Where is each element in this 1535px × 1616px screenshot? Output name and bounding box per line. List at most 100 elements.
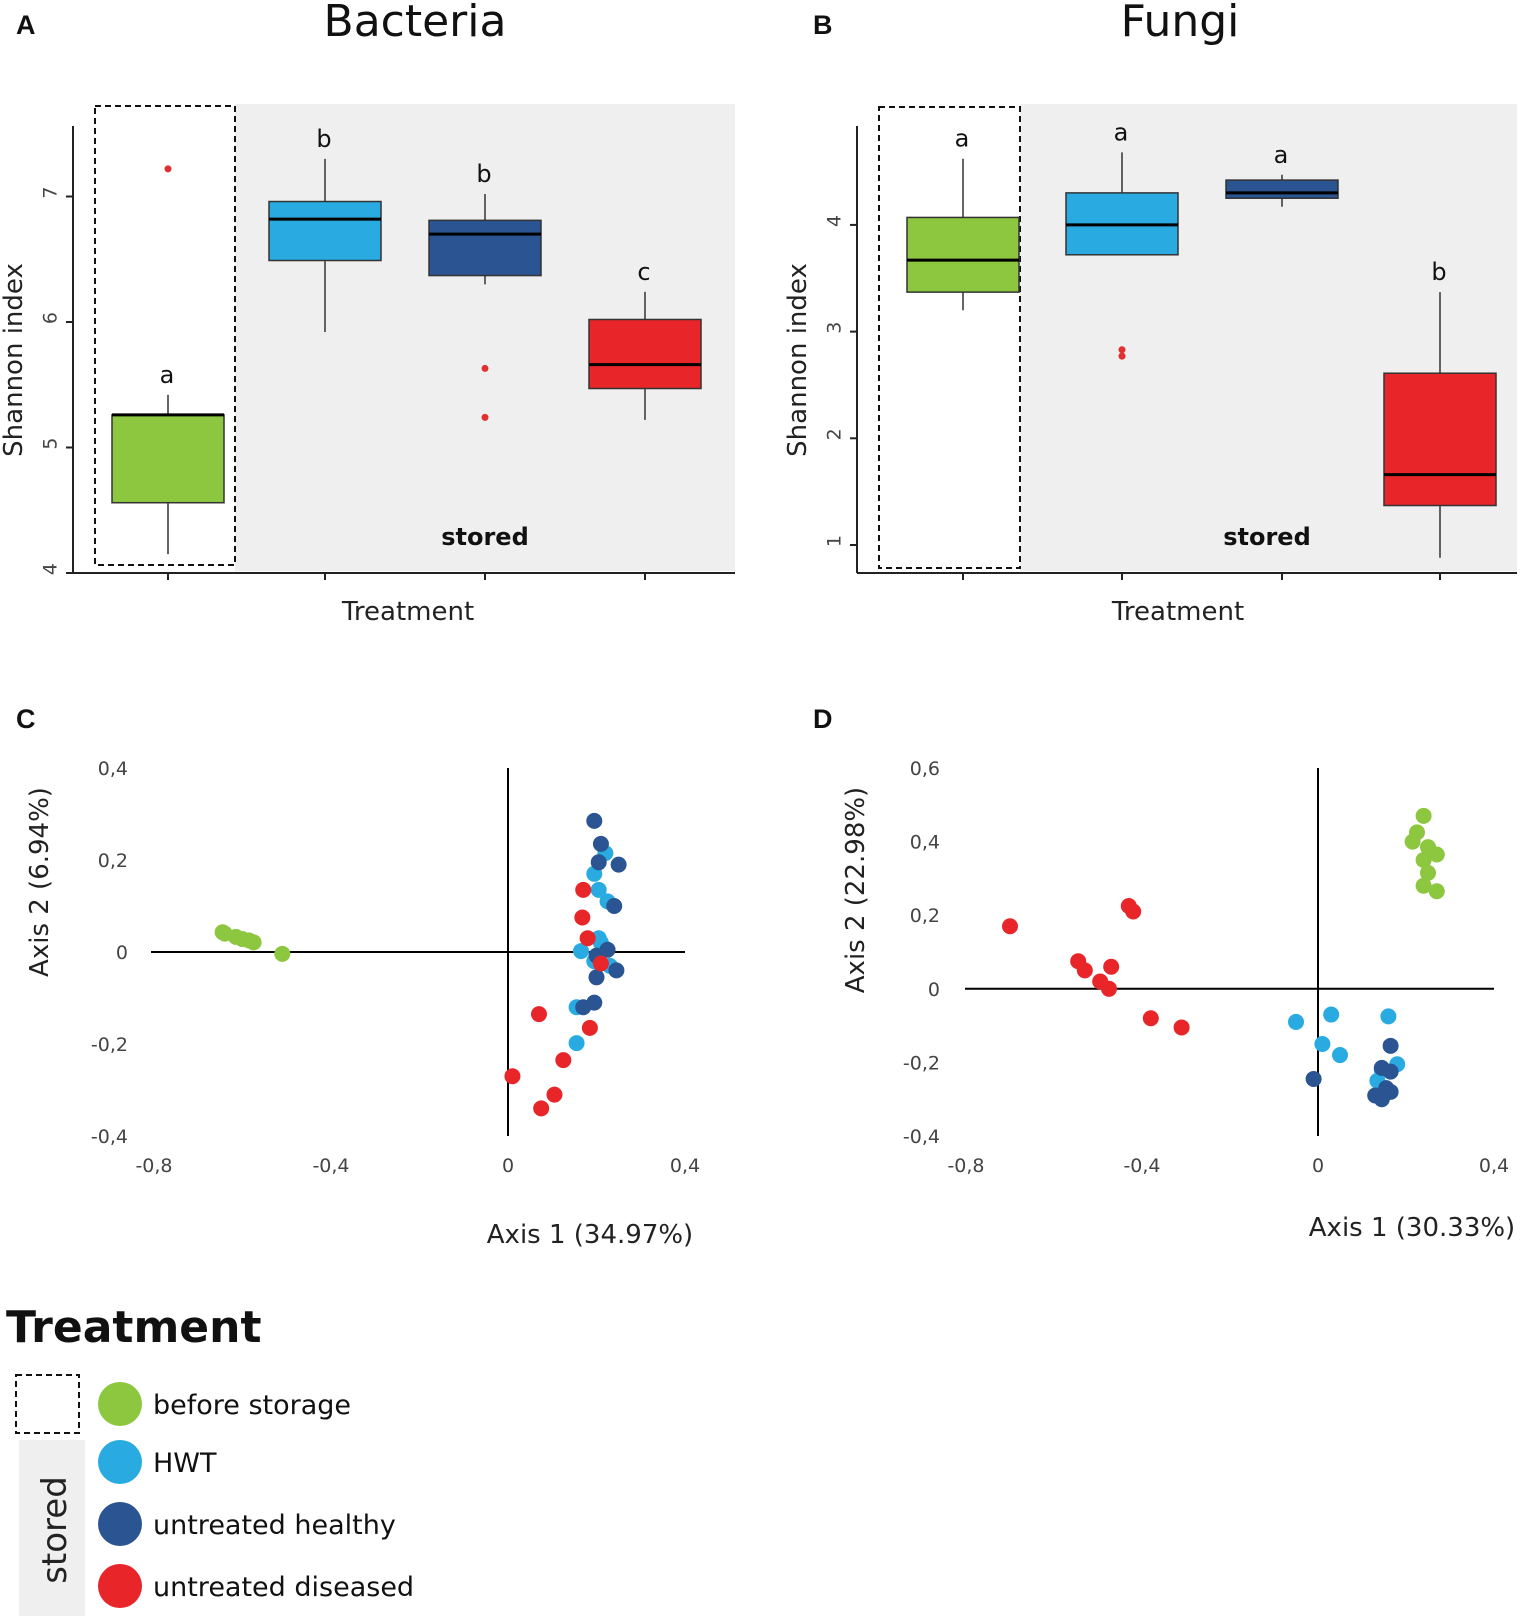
- panel-d-axes: [965, 768, 1494, 1136]
- panel-d-point-untreated-diseased-8: [1142, 1010, 1159, 1027]
- panel-c-point-untreated-diseased-0: [575, 881, 592, 898]
- panel-d-point-untreated-diseased-4: [1076, 962, 1093, 979]
- legend-swatch-untreated-diseased: [98, 1564, 142, 1608]
- panel-b-boxes: a a a b: [906, 118, 1497, 580]
- panel-c-point-untreated-diseased-9: [533, 1100, 550, 1117]
- panel-a-y-tick-label-3: 7: [40, 187, 62, 199]
- panel-d-points: [1002, 807, 1445, 1108]
- panel-b-box-before-storage: [906, 216, 1020, 293]
- panel-d-y-tick-label-0: -0,4: [903, 1126, 940, 1148]
- panel-b-sig-letter-HWT: a: [1114, 118, 1129, 146]
- panel-a-bacteria-boxplot: A Bacteria 4 5 6 7 a b b c stored Treatment Sh…: [0, 0, 735, 627]
- panel-b-y-tick-label-1: 2: [824, 428, 846, 440]
- panel-b-before-storage-background: [857, 104, 1020, 571]
- panel-a-stored-annotation: stored: [441, 523, 529, 551]
- panel-d-x-axis-label: Axis 1 (30.33%): [1309, 1213, 1515, 1243]
- legend-label-untreated-diseased: untreated diseased: [153, 1572, 414, 1603]
- panel-c-point-before-storage-5: [245, 934, 262, 951]
- panel-a-y-ticks: 4 5 6 7: [40, 187, 73, 575]
- panel-b-fungi-boxplot: B Fungi 1 2 3 4 a a a b stored Treatment Shann…: [783, 0, 1517, 627]
- panel-c-point-untreated-healthy-4: [606, 898, 623, 914]
- panel-b-label: B: [813, 10, 833, 40]
- panel-d-x-tick-label-2: 0: [1312, 1155, 1324, 1177]
- panel-d-y-tick-label-4: 0,4: [910, 832, 940, 854]
- legend-label-before-storage: before storage: [153, 1390, 351, 1421]
- panel-c-label: C: [16, 704, 36, 734]
- panel-c-x-tick-label-1: -0,4: [312, 1155, 349, 1177]
- panel-a-box-untreated-diseased: [588, 318, 702, 390]
- panel-a-y-axis-label: Shannon index: [0, 263, 29, 457]
- panel-b-box-untreated-diseased: [1383, 372, 1497, 507]
- panel-c-x-tick-label-2: 0: [502, 1155, 514, 1177]
- panel-d-x-tick-label-0: -0,8: [947, 1155, 984, 1177]
- panel-d-point-HWT-1: [1323, 1006, 1340, 1023]
- panel-b-outlier-HWT-1: [1118, 352, 1126, 360]
- panel-b-sig-letter-untreated-diseased: b: [1431, 258, 1446, 286]
- panel-a-sig-letter-untreated-healthy: b: [476, 160, 491, 188]
- panel-d-tick-labels: -0,8 -0,4 0 0,4 -0,4 -0,2 0 0,2 0,4 0,6: [903, 758, 1509, 1177]
- panel-c-point-untreated-healthy-0: [586, 812, 603, 829]
- panel-d-point-untreated-healthy-3: [1382, 1063, 1399, 1080]
- panel-b-outlier-HWT-0: [1118, 346, 1126, 354]
- panel-c-point-HWT-2: [590, 881, 607, 898]
- panel-c-point-untreated-healthy-7: [608, 962, 625, 979]
- panel-a-y-tick-label-2: 6: [40, 312, 62, 324]
- panel-d-y-tick-label-5: 0,6: [910, 758, 940, 780]
- panel-c-point-HWT-6: [573, 943, 590, 960]
- panel-d-x-tick-label-3: 0,4: [1479, 1155, 1509, 1177]
- panel-b-stored-annotation: stored: [1223, 523, 1311, 551]
- panel-c-y-axis-label: Axis 2 (6.94%): [25, 787, 55, 977]
- panel-c-point-untreated-healthy-8: [588, 969, 605, 986]
- panel-c-point-untreated-diseased-1: [574, 909, 591, 926]
- panel-d-point-HWT-4: [1332, 1047, 1348, 1064]
- panel-b-sig-letter-before-storage: a: [955, 125, 970, 153]
- panel-c-tick-labels: -0,8 -0,4 0 0,4 -0,4 -0,2 0 0,2 0,4: [91, 758, 700, 1177]
- panel-c-point-untreated-healthy-10: [575, 999, 592, 1016]
- panel-a-outlier-before-storage-0: [164, 165, 172, 173]
- panel-c-y-tick-label-4: 0,4: [98, 758, 128, 780]
- panel-d-fungi-pcoa: D -0,8 -0,4 0 0,4 -0,4 -0,2 0 0,2 0,4 0,6 Axis 1 …: [813, 704, 1515, 1243]
- panel-c-point-untreated-healthy-2: [590, 854, 607, 871]
- legend-items: before storage HWT untreated healthy untrea…: [98, 1382, 414, 1608]
- panel-b-y-axis-label: Shannon index: [783, 263, 813, 457]
- panel-a-label: A: [16, 10, 36, 40]
- panel-d-point-untreated-diseased-2: [1125, 903, 1142, 920]
- panel-b-box-untreated-healthy: [1225, 179, 1339, 199]
- panel-a-outlier-untreated-healthy-1: [481, 413, 489, 421]
- panel-c-x-axis-label: Axis 1 (34.97%): [487, 1220, 693, 1250]
- panel-a-box-before-storage: [111, 414, 225, 504]
- panel-b-x-axis-label: Treatment: [1111, 597, 1244, 627]
- legend-label-HWT: HWT: [153, 1448, 217, 1479]
- panel-c-x-tick-label-3: 0,4: [670, 1155, 700, 1177]
- panel-d-point-before-storage-7: [1415, 877, 1432, 894]
- panel-b-y-tick-label-3: 4: [824, 215, 846, 227]
- legend-swatch-before-storage: [98, 1382, 142, 1426]
- panel-a-title: Bacteria: [324, 0, 507, 47]
- panel-a-x-axis-label: Treatment: [341, 597, 474, 627]
- panel-c-y-tick-label-1: -0,2: [91, 1034, 128, 1056]
- panel-c-point-untreated-diseased-7: [504, 1068, 521, 1085]
- panel-c-point-untreated-diseased-3: [592, 955, 609, 972]
- panel-b-title: Fungi: [1121, 0, 1240, 47]
- panel-c-bacteria-pcoa: C -0,8 -0,4 0 0,4 -0,4 -0,2 0 0,2 0,4 Axis 1 (34…: [16, 704, 700, 1250]
- panel-c-point-untreated-diseased-2: [579, 930, 596, 947]
- panel-d-point-HWT-2: [1380, 1008, 1397, 1025]
- panel-b-y-tick-label-2: 3: [824, 322, 846, 334]
- panel-d-point-before-storage-2: [1404, 833, 1421, 850]
- panel-c-point-untreated-diseased-4: [530, 1006, 547, 1023]
- legend-swatch-untreated-healthy: [98, 1502, 142, 1546]
- panel-d-point-before-storage-4: [1428, 846, 1445, 863]
- panel-a-boxes: a b b c: [111, 125, 702, 580]
- legend-label-untreated-healthy: untreated healthy: [153, 1510, 396, 1541]
- panel-c-y-tick-label-2: 0: [116, 942, 128, 964]
- panel-a-outlier-untreated-healthy-0: [481, 364, 489, 372]
- panel-d-point-before-storage-5: [1415, 852, 1432, 868]
- panel-d-point-HWT-3: [1314, 1036, 1331, 1052]
- panel-d-point-untreated-diseased-5: [1103, 958, 1120, 975]
- panel-d-point-untreated-diseased-0: [1002, 918, 1018, 935]
- legend-stored-group-label: stored: [35, 1476, 75, 1584]
- legend-swatch-HWT: [98, 1440, 142, 1484]
- legend-title: Treatment: [6, 1302, 262, 1353]
- panel-a-before-storage-dashed-box: [94, 105, 236, 566]
